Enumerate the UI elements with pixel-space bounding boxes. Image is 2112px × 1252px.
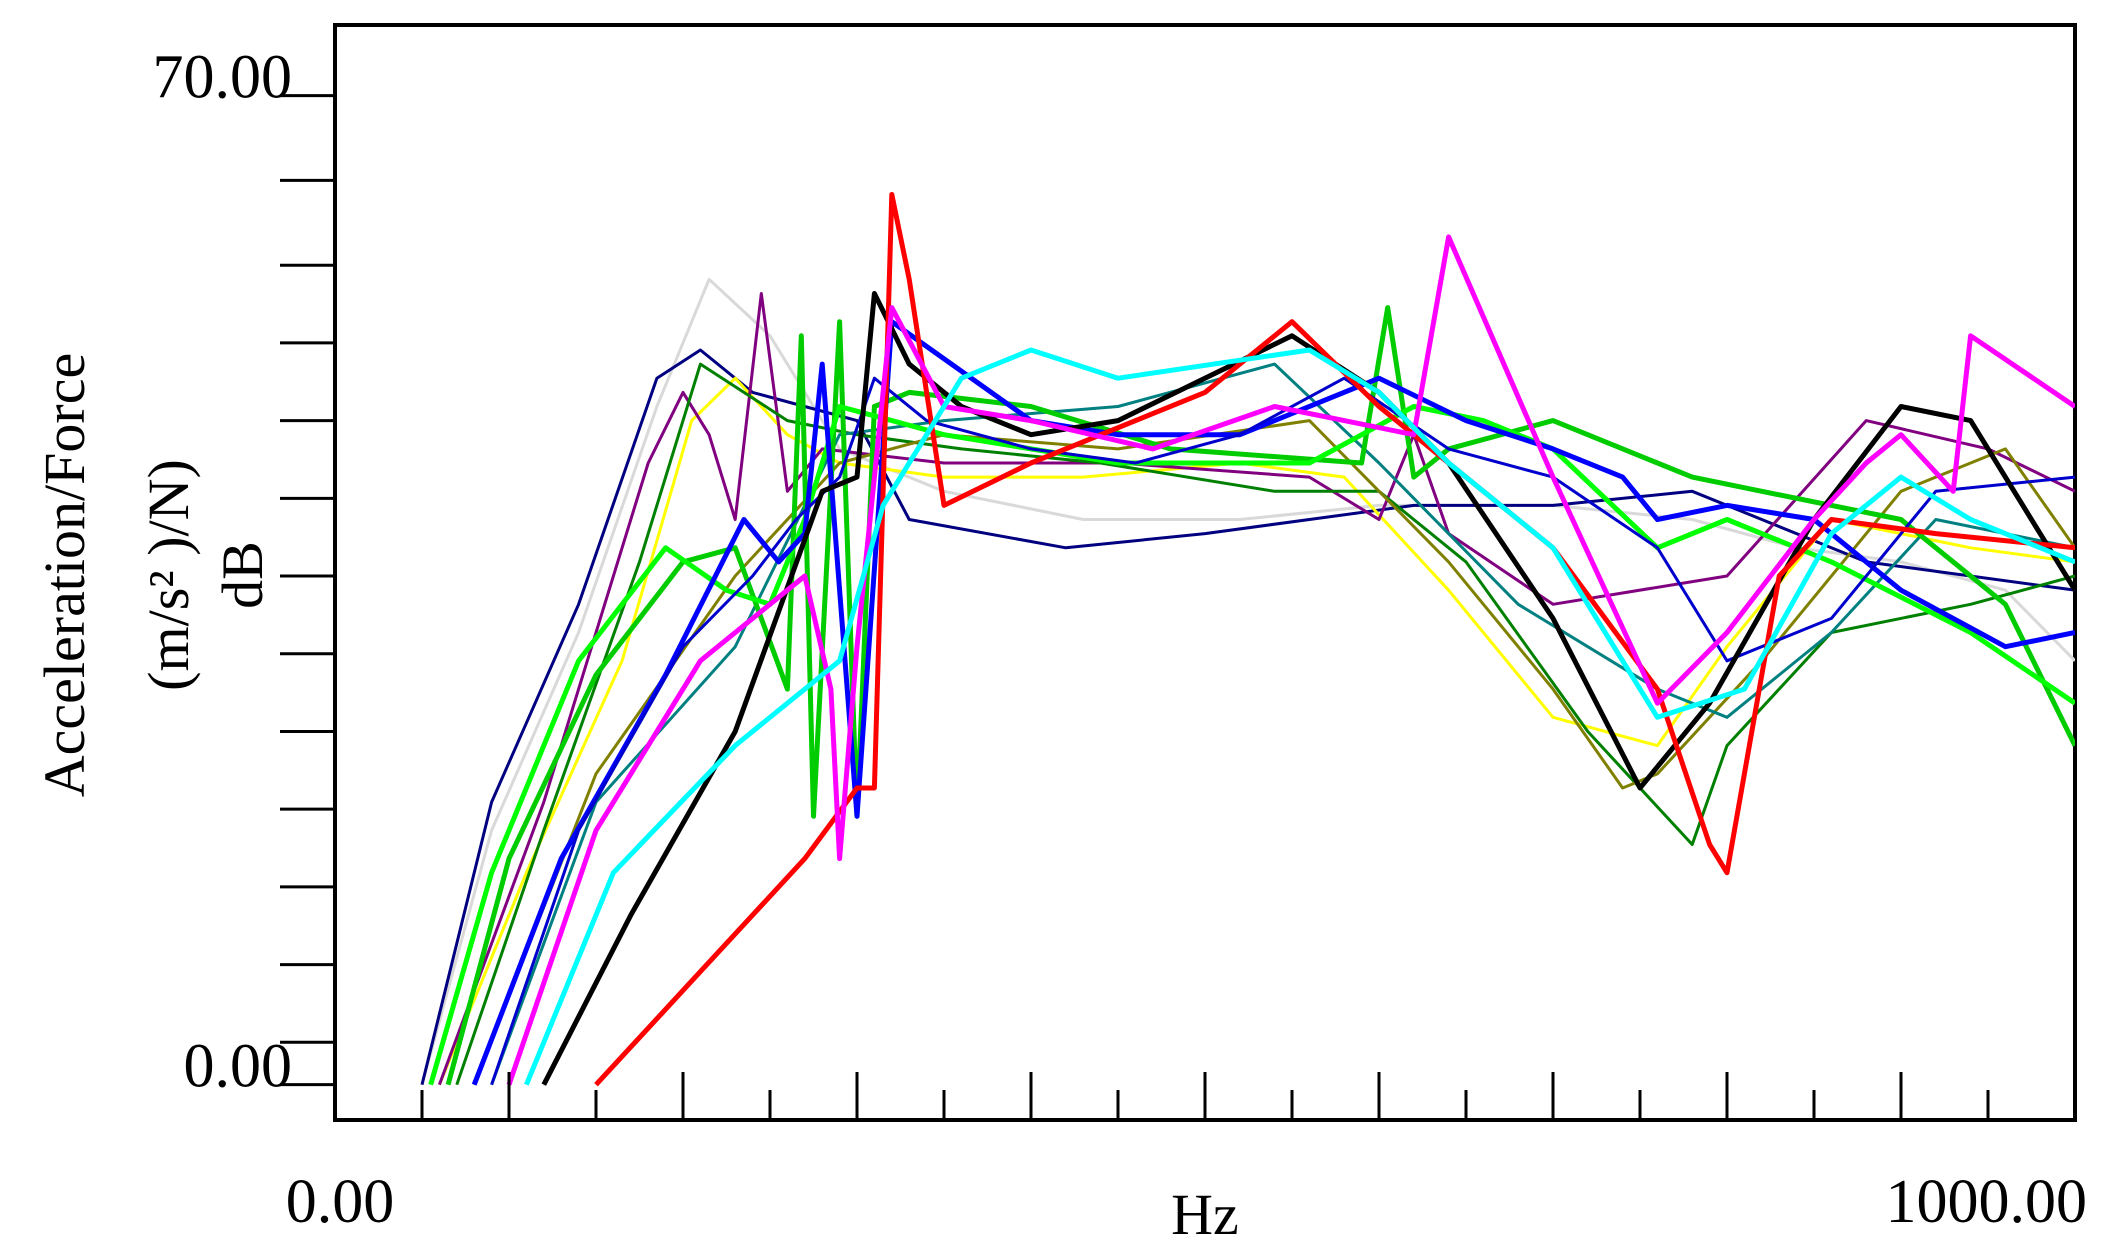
series-line xyxy=(438,376,2075,1086)
series-line xyxy=(490,362,2075,1086)
series-line xyxy=(455,362,2075,1086)
series-line xyxy=(506,234,2075,1086)
x-tick-label: 0.00 xyxy=(286,1168,395,1236)
x-axis-title: Hz xyxy=(1171,1182,1239,1247)
series-group xyxy=(420,192,2075,1087)
series-line xyxy=(472,419,2075,1086)
series-line xyxy=(420,277,2075,1086)
y-tick-label: 0.00 xyxy=(184,1033,293,1101)
tick-labels: 0.00 70.00 0.00 1000.00 xyxy=(153,44,2088,1236)
series-line xyxy=(428,404,2075,1086)
ticks-group xyxy=(280,94,1990,1120)
series-line xyxy=(490,376,2075,1086)
series-line xyxy=(594,192,2075,1087)
series-line xyxy=(471,319,2075,1086)
plot-frame xyxy=(333,23,2077,1122)
y-tick-label: 70.00 xyxy=(153,44,293,112)
series-line xyxy=(541,291,2075,1086)
series-line xyxy=(420,348,2075,1086)
y-axis-title-line-1: Acceleration/Force xyxy=(32,353,97,797)
y-axis-title-line-2: (m/s² )/N) xyxy=(136,459,201,691)
y-axis-title-line-3: dB xyxy=(210,541,275,609)
y-axis-title: Acceleration/Force (m/s² )/N) dB xyxy=(32,353,275,797)
x-tick-label: 1000.00 xyxy=(1886,1168,2088,1236)
series-line xyxy=(524,347,2075,1086)
